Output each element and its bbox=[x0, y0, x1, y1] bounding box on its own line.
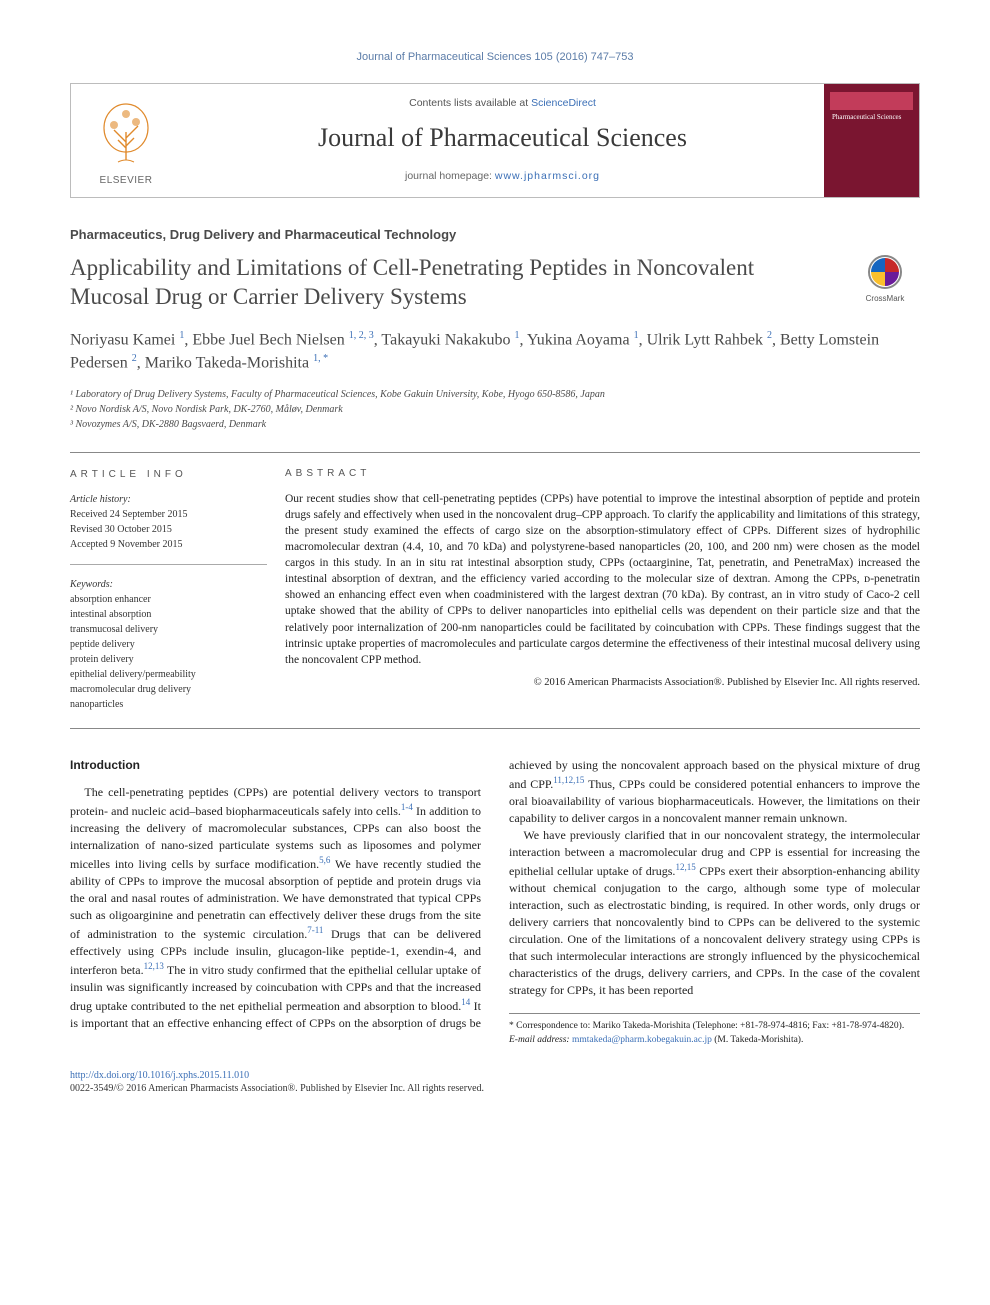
history-label: Article history: bbox=[70, 492, 267, 507]
publisher-label: ELSEVIER bbox=[100, 174, 153, 188]
keyword: protein delivery bbox=[70, 652, 267, 667]
abstract-text: Our recent studies show that cell-penetr… bbox=[285, 491, 920, 668]
journal-header: ELSEVIER Contents lists available at Sci… bbox=[70, 83, 920, 198]
keyword: intestinal absorption bbox=[70, 607, 267, 622]
history-accepted: Accepted 9 November 2015 bbox=[70, 537, 267, 552]
affiliation-3: ³ Novozymes A/S, DK-2880 Bagsvaerd, Denm… bbox=[70, 417, 920, 432]
homepage-link[interactable]: www.jpharmsci.org bbox=[495, 170, 600, 182]
affiliation-2: ² Novo Nordisk A/S, Novo Nordisk Park, D… bbox=[70, 402, 920, 417]
citation-link[interactable]: 11,12,15 bbox=[553, 775, 584, 785]
citation-link[interactable]: 12,13 bbox=[144, 961, 164, 971]
crossmark-badge[interactable]: CrossMark bbox=[850, 254, 920, 305]
affiliations: ¹ Laboratory of Drug Delivery Systems, F… bbox=[70, 387, 920, 432]
history-revised: Revised 30 October 2015 bbox=[70, 522, 267, 537]
abstract-copyright: © 2016 American Pharmacists Association®… bbox=[285, 676, 920, 691]
doi-link[interactable]: http://dx.doi.org/10.1016/j.xphs.2015.11… bbox=[70, 1070, 249, 1081]
page-footer: http://dx.doi.org/10.1016/j.xphs.2015.11… bbox=[70, 1069, 920, 1096]
abstract-head: ABSTRACT bbox=[285, 467, 920, 481]
abstract-column: ABSTRACT Our recent studies show that ce… bbox=[285, 467, 920, 712]
affiliation-1: ¹ Laboratory of Drug Delivery Systems, F… bbox=[70, 387, 920, 402]
elsevier-tree-icon bbox=[96, 100, 156, 170]
email-link[interactable]: mmtakeda@pharm.kobegakuin.ac.jp bbox=[572, 1035, 712, 1045]
issn-copyright: 0022-3549/© 2016 American Pharmacists As… bbox=[70, 1082, 920, 1096]
contents-line: Contents lists available at ScienceDirec… bbox=[191, 96, 814, 110]
sciencedirect-link[interactable]: ScienceDirect bbox=[531, 97, 596, 109]
keyword: epithelial delivery/permeability bbox=[70, 667, 267, 682]
keyword: transmucosal delivery bbox=[70, 622, 267, 637]
crossmark-icon bbox=[867, 254, 903, 290]
keyword: absorption enhancer bbox=[70, 592, 267, 607]
article-section-label: Pharmaceutics, Drug Delivery and Pharmac… bbox=[70, 226, 920, 244]
article-info-column: ARTICLE INFO Article history: Received 2… bbox=[70, 467, 285, 712]
article-info-head: ARTICLE INFO bbox=[70, 467, 267, 482]
citation-link[interactable]: 14 bbox=[461, 997, 470, 1007]
running-head: Journal of Pharmaceutical Sciences 105 (… bbox=[70, 50, 920, 65]
article-body: Introduction The cell-penetrating peptid… bbox=[70, 757, 920, 1047]
citation-link[interactable]: 12,15 bbox=[675, 862, 695, 872]
email-label: E-mail address: bbox=[509, 1035, 572, 1045]
correspondence-text: * Correspondence to: Mariko Takeda-Moris… bbox=[509, 1020, 920, 1033]
history-received: Received 24 September 2015 bbox=[70, 507, 267, 522]
keyword: macromolecular drug delivery bbox=[70, 682, 267, 697]
author-list: Noriyasu Kamei 1, Ebbe Juel Bech Nielsen… bbox=[70, 329, 920, 374]
citation-link[interactable]: 1-4 bbox=[401, 802, 413, 812]
correspondence-footnote: * Correspondence to: Mariko Takeda-Moris… bbox=[509, 1013, 920, 1047]
homepage-line: journal homepage: www.jpharmsci.org bbox=[191, 169, 814, 183]
journal-cover-thumb: Pharmaceutical Sciences bbox=[824, 84, 919, 197]
keyword: nanoparticles bbox=[70, 697, 267, 712]
intro-heading: Introduction bbox=[70, 757, 481, 774]
citation-link[interactable]: 5,6 bbox=[319, 855, 330, 865]
journal-title: Journal of Pharmaceutical Sciences bbox=[191, 120, 814, 155]
email-suffix: (M. Takeda-Morishita). bbox=[712, 1035, 804, 1045]
keyword: peptide delivery bbox=[70, 637, 267, 652]
article-title: Applicability and Limitations of Cell-Pe… bbox=[70, 254, 830, 312]
keywords-label: Keywords: bbox=[70, 577, 267, 592]
body-para: We have previously clarified that in our… bbox=[509, 827, 920, 999]
citation-link[interactable]: 7-11 bbox=[307, 925, 323, 935]
crossmark-label: CrossMark bbox=[850, 294, 920, 305]
publisher-logo-block: ELSEVIER bbox=[71, 84, 181, 197]
